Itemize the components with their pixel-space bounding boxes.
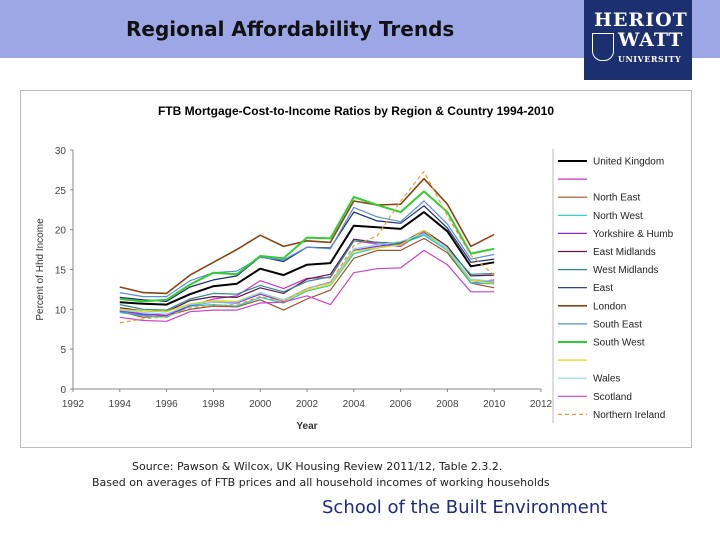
x-tick-label: 1998 (202, 399, 225, 410)
x-tick-label: 2008 (436, 399, 459, 410)
legend-label-14: Northern Ireland (593, 410, 665, 421)
logo-line1: HERIOT (594, 9, 688, 31)
y-tick-label: 30 (55, 146, 67, 157)
series-line-9 (119, 200, 495, 298)
series-line-12 (119, 233, 495, 315)
logo-line3: UNIVERSITY (618, 54, 682, 64)
series-line-4 (119, 232, 495, 317)
x-tick-label: 2000 (249, 399, 272, 410)
y-tick-label: 5 (60, 345, 66, 356)
y-axis-label: Percent of Hhd Income (35, 218, 46, 321)
source-line-1: Source: Pawson & Wilcox, UK Housing Revi… (132, 460, 503, 473)
x-tick-label: 2002 (296, 399, 319, 410)
series-line-8 (119, 177, 495, 295)
legend-label-2: North East (593, 193, 640, 204)
legend-label-9: South East (593, 319, 642, 330)
x-tick-label: 1992 (62, 399, 85, 410)
series-line-10 (119, 190, 495, 303)
x-tick-label: 1994 (109, 399, 132, 410)
legend-label-8: London (593, 301, 626, 312)
crest-icon (592, 33, 614, 61)
legend-label-4: Yorkshire & Humb (593, 229, 674, 240)
x-axis-label: Year (296, 421, 317, 432)
chart-frame: FTB Mortgage-Cost-to-Income Ratios by Re… (20, 90, 692, 448)
series-line-0 (119, 211, 495, 306)
y-tick-label: 10 (55, 305, 67, 316)
source-line-2: Based on averages of FTB prices and all … (92, 476, 550, 489)
series-line-11 (119, 229, 495, 313)
heriot-watt-logo: HERIOT WATT UNIVERSITY (584, 0, 692, 80)
chart: FTB Mortgage-Cost-to-Income Ratios by Re… (35, 104, 674, 432)
series-line-13 (119, 249, 495, 322)
chart-title: FTB Mortgage-Cost-to-Income Ratios by Re… (158, 104, 554, 118)
series-line-2 (119, 237, 495, 318)
x-tick-label: 2010 (483, 399, 506, 410)
legend-label-3: North West (593, 211, 643, 222)
legend-label-6: West Midlands (593, 265, 658, 276)
series-line-5 (119, 229, 495, 313)
legend-label-12: Wales (593, 374, 620, 385)
y-tick-label: 0 (60, 385, 66, 396)
slide-title: Regional Affordability Trends (126, 17, 455, 41)
legend-label-7: East (593, 283, 613, 294)
series-line-14 (119, 170, 495, 324)
y-tick-label: 15 (55, 266, 67, 277)
x-tick-label: 2012 (530, 399, 553, 410)
series-line-3 (119, 234, 495, 318)
legend-label-5: East Midlands (593, 247, 656, 258)
x-tick-label: 2004 (343, 399, 366, 410)
y-tick-label: 25 (55, 186, 67, 197)
legend-label-0: United Kingdom (593, 157, 664, 168)
y-tick-label: 20 (55, 226, 67, 237)
logo-line2: WATT (618, 29, 684, 51)
x-tick-label: 2006 (389, 399, 412, 410)
legend-label-13: Scotland (593, 392, 632, 403)
x-tick-label: 1996 (155, 399, 178, 410)
footer-school-name: School of the Built Environment (322, 497, 608, 518)
legend-label-10: South West (593, 338, 645, 349)
